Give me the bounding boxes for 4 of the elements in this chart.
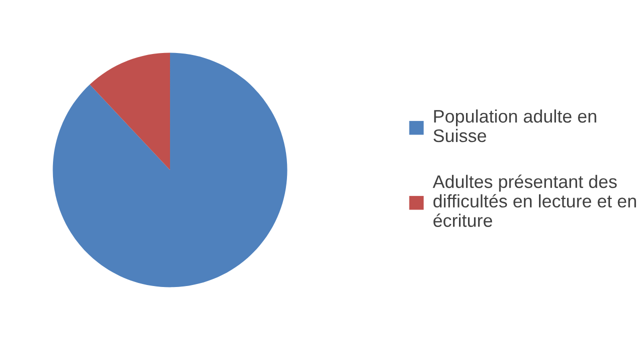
legend-label: Population adulte en Suisse xyxy=(434,109,596,142)
pie-slice xyxy=(90,52,170,170)
legend-label: Adultes présentant des difficultés en lecture et en écriture xyxy=(432,174,636,227)
pie-slice xyxy=(52,52,288,288)
